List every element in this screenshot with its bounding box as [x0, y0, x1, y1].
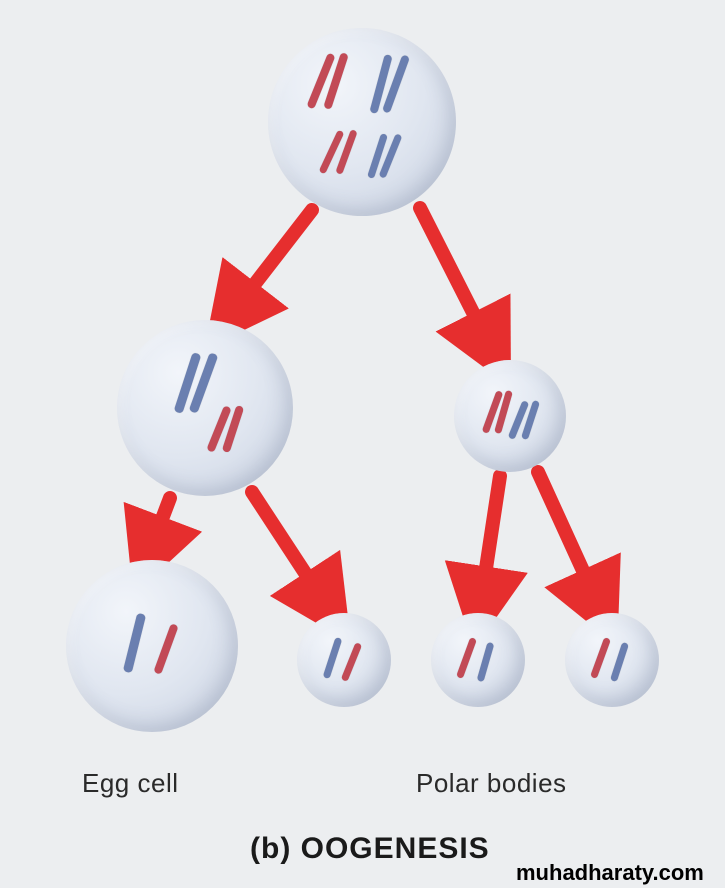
cell-polar3: [431, 613, 525, 707]
cell-polar1: [454, 360, 566, 472]
arrow-polar1-polar3: [480, 476, 500, 608]
cell-polar2: [297, 613, 391, 707]
chromosome-polar4-1: [610, 642, 629, 682]
arrow-primary-secondary: [230, 210, 312, 316]
arrow-polar1-polar4: [538, 472, 600, 608]
arrow-secondary-egg: [148, 498, 170, 556]
watermark-text: muhadharaty.com: [516, 860, 704, 886]
cell-polar4: [565, 613, 659, 707]
diagram-title: (b) OOGENESIS: [250, 832, 490, 866]
chromosome-egg-0: [123, 612, 146, 672]
chromosome-polar3-0: [456, 637, 477, 679]
chromosome-polar2-0: [323, 637, 343, 679]
cell-secondary: [117, 320, 293, 496]
chromosome-polar3-1: [477, 642, 495, 682]
cell-primary: [268, 28, 456, 216]
egg-cell-label: Egg cell: [82, 768, 179, 799]
chromosome-egg-1: [153, 624, 178, 676]
polar-bodies-label: Polar bodies: [416, 768, 567, 799]
chromosome-polar2-1: [341, 642, 362, 682]
diagram-canvas: Egg cell Polar bodies (b) OOGENESIS muha…: [0, 0, 725, 888]
chromosome-polar4-0: [590, 637, 611, 679]
arrow-secondary-polar2: [252, 492, 328, 608]
cell-egg: [66, 560, 238, 732]
arrow-primary-polar1: [420, 208, 492, 350]
